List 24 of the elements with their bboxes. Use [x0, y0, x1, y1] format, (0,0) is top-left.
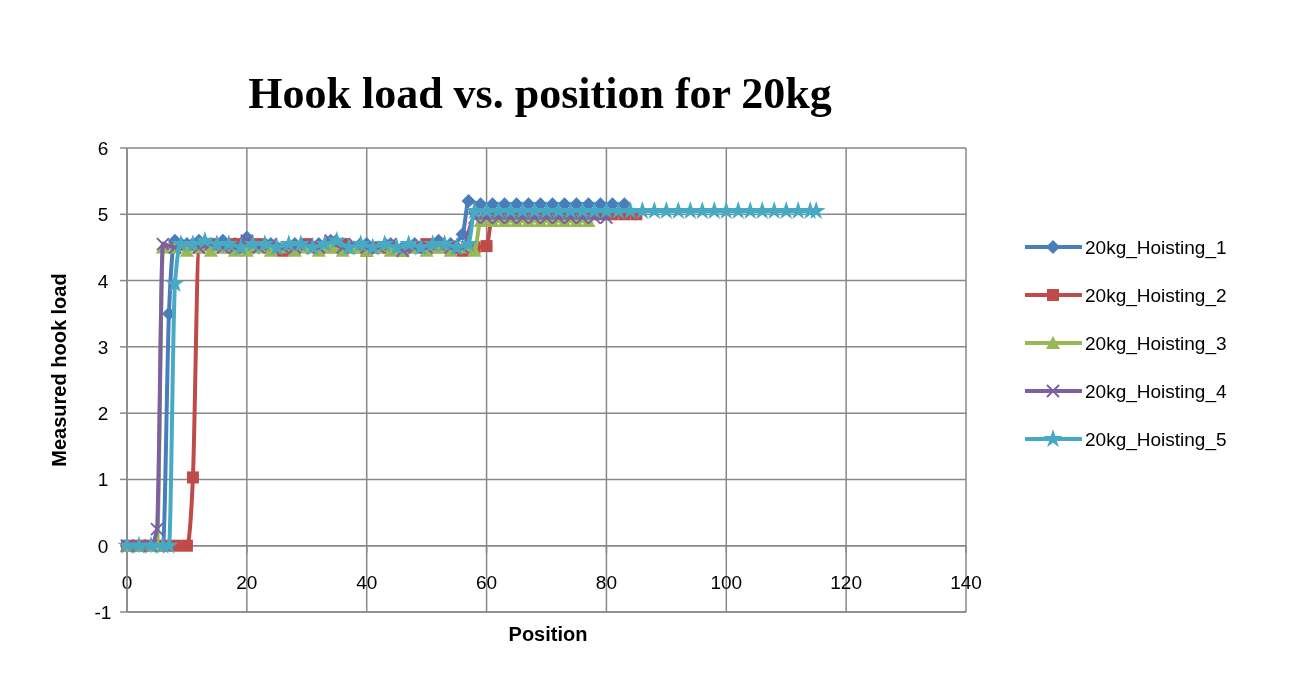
- x-tick-label: 140: [950, 571, 982, 593]
- legend-label: 20kg_Hoisting_1: [1085, 237, 1227, 259]
- legend-label: 20kg_Hoisting_3: [1085, 333, 1227, 355]
- chart-title: Hook load vs. position for 20kg: [248, 69, 832, 118]
- x-tick-label: 60: [476, 571, 498, 593]
- legend-label: 20kg_Hoisting_4: [1085, 381, 1227, 403]
- x-tick-label: 0: [121, 571, 133, 593]
- y-tick-label: 4: [97, 270, 109, 292]
- y-tick-label: 1: [97, 469, 109, 491]
- legend-label: 20kg_Hoisting_5: [1085, 429, 1227, 451]
- y-tick-label: 6: [97, 138, 109, 159]
- y-axis-title: Measured hook load: [48, 273, 70, 467]
- y-tick-label: 0: [97, 535, 109, 557]
- x-tick-label: 20: [236, 571, 258, 593]
- y-tick-label: 3: [97, 336, 109, 358]
- x-tick-label: 120: [830, 571, 862, 593]
- x-axis-title: Position: [508, 623, 588, 645]
- y-tick-label: 2: [97, 403, 109, 425]
- y-tick-label: 5: [97, 204, 109, 226]
- x-tick-label: 40: [356, 571, 378, 593]
- x-tick-label: 100: [710, 571, 743, 593]
- y-tick-label: -1: [94, 602, 112, 623]
- x-tick-label: 80: [595, 571, 617, 593]
- legend-label: 20kg_Hoisting_2: [1085, 285, 1227, 307]
